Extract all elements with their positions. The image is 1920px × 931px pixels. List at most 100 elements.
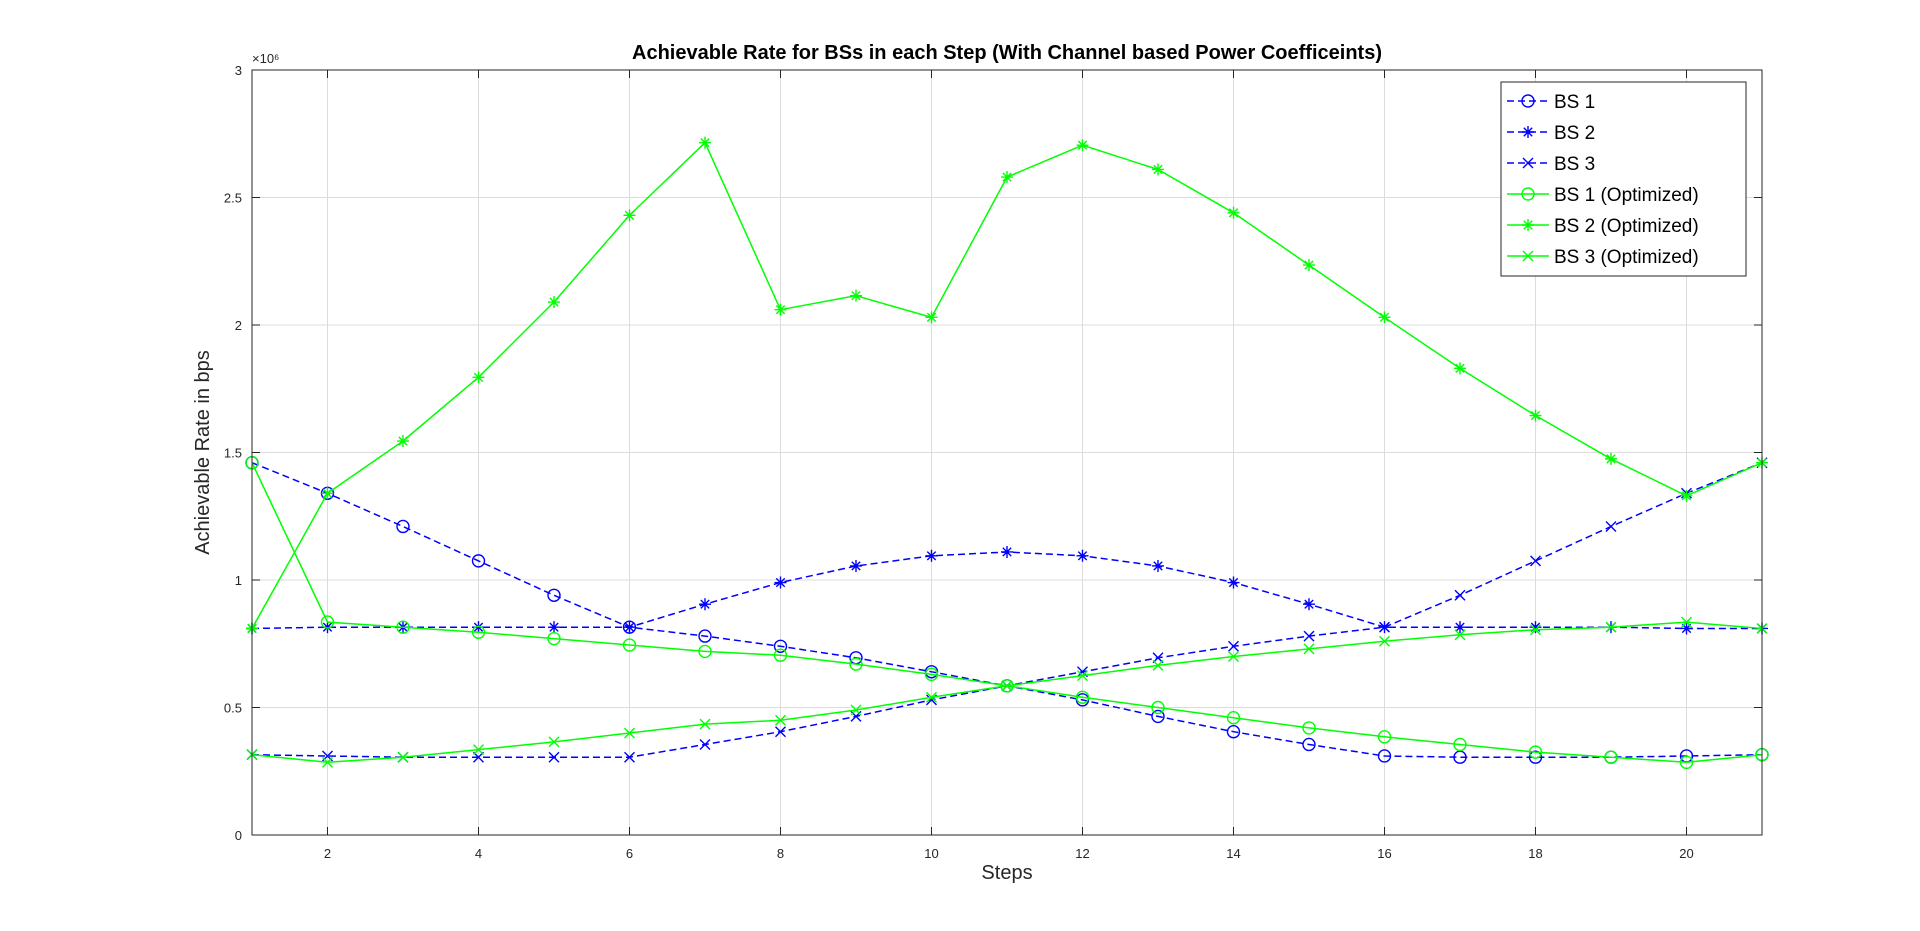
data-point bbox=[1152, 163, 1164, 176]
data-point bbox=[397, 751, 409, 763]
data-point bbox=[773, 639, 788, 653]
x-tick-label: 2 bbox=[324, 846, 331, 861]
legend-box bbox=[1500, 81, 1747, 277]
data-point bbox=[1605, 621, 1617, 633]
data-point bbox=[1680, 489, 1693, 502]
data-point bbox=[1454, 589, 1466, 601]
data-point bbox=[1151, 700, 1165, 715]
data-point bbox=[1302, 721, 1316, 735]
data-point bbox=[548, 296, 560, 309]
y-tick-label: 2.5 bbox=[224, 191, 242, 206]
data-point bbox=[1681, 616, 1692, 628]
data-point bbox=[1227, 576, 1240, 589]
chart-title: Achievable Rate for BSs in each Step (Wi… bbox=[632, 42, 1382, 64]
legend: BS 1 BS 2 BS 3 BS 1 (Optimized) BS 2 (Optimi… bbox=[1500, 81, 1747, 277]
data-point bbox=[849, 657, 863, 671]
data-point bbox=[1226, 725, 1241, 739]
data-point bbox=[1529, 621, 1542, 634]
x-tick-label: 14 bbox=[1226, 846, 1240, 861]
data-point bbox=[1528, 750, 1543, 764]
x-tick-label: 12 bbox=[1075, 846, 1089, 861]
data-point bbox=[1151, 709, 1165, 724]
y-axis-label: Achievable Rate in bps bbox=[192, 350, 214, 555]
x-tick-label: 8 bbox=[777, 846, 784, 861]
data-point bbox=[1377, 749, 1392, 763]
legend-item: BS 2 bbox=[1507, 123, 1595, 144]
data-point bbox=[1303, 598, 1315, 611]
data-point bbox=[320, 615, 335, 629]
data-point bbox=[699, 598, 711, 611]
data-point bbox=[1077, 670, 1088, 682]
data-point bbox=[472, 621, 485, 634]
data-point bbox=[850, 704, 862, 716]
y-axis-exponent: ×10⁶ bbox=[252, 51, 279, 66]
data-point bbox=[1454, 362, 1466, 375]
data-point bbox=[1679, 755, 1694, 770]
data-point bbox=[321, 487, 334, 500]
legend-marker bbox=[1521, 94, 1535, 108]
y-tick-label: 1.5 bbox=[224, 446, 242, 461]
data-point bbox=[471, 554, 486, 568]
data-point bbox=[548, 621, 560, 634]
legend-marker bbox=[1522, 126, 1534, 138]
data-point bbox=[396, 519, 410, 534]
data-point bbox=[925, 549, 938, 562]
data-point bbox=[1303, 259, 1315, 272]
legend-item: BS 1 (Optimized) bbox=[1507, 185, 1699, 206]
x-tick-label: 10 bbox=[924, 846, 938, 861]
legend-marker bbox=[1522, 219, 1534, 231]
data-point bbox=[1303, 643, 1315, 655]
data-point bbox=[624, 727, 635, 739]
y-tick-label: 1 bbox=[235, 573, 242, 588]
axis-ticks: 2 4 6 8 10 12 14 16 18 20 0 0.5 1 1.5 2 2.5 3 bbox=[224, 63, 1762, 861]
legend-item: BS 1 bbox=[1507, 92, 1595, 113]
y-tick-label: 3 bbox=[235, 63, 242, 78]
x-tick-label: 16 bbox=[1377, 846, 1391, 861]
data-point bbox=[926, 691, 937, 703]
data-point bbox=[774, 303, 787, 316]
legend-item: BS 3 (Optimized) bbox=[1507, 247, 1699, 268]
data-point bbox=[1001, 545, 1013, 558]
y-tick-label: 2 bbox=[235, 318, 242, 333]
data-point bbox=[1075, 690, 1090, 704]
data-point bbox=[1680, 622, 1693, 635]
data-point bbox=[1454, 629, 1466, 641]
data-point bbox=[699, 718, 711, 730]
y-tick-label: 0 bbox=[235, 828, 242, 843]
data-point bbox=[1379, 635, 1390, 647]
data-point bbox=[397, 435, 409, 448]
data-point bbox=[472, 371, 485, 384]
data-point bbox=[1377, 730, 1392, 744]
data-point bbox=[1228, 651, 1239, 662]
data-point bbox=[473, 744, 484, 756]
data-point bbox=[850, 559, 862, 572]
data-point bbox=[1076, 139, 1089, 152]
legend-marker bbox=[1522, 250, 1534, 262]
data-point bbox=[1529, 409, 1542, 422]
data-point bbox=[623, 209, 636, 222]
legend-label: BS 2 (Optimized) bbox=[1554, 216, 1699, 237]
data-point bbox=[773, 648, 788, 662]
data-point bbox=[1378, 311, 1391, 324]
data-point bbox=[1454, 621, 1466, 634]
data-point bbox=[1076, 549, 1089, 562]
data-point bbox=[547, 631, 561, 646]
data-point bbox=[1530, 624, 1541, 636]
data-point bbox=[623, 621, 636, 634]
legend-item: BS 3 bbox=[1507, 154, 1595, 175]
data-point bbox=[624, 751, 635, 763]
data-point bbox=[774, 576, 787, 589]
legend-item: BS 2 (Optimized) bbox=[1507, 216, 1699, 237]
data-point bbox=[1001, 171, 1013, 184]
data-point bbox=[548, 751, 560, 763]
data-point bbox=[622, 638, 637, 652]
data-point bbox=[775, 726, 786, 738]
data-point bbox=[1453, 737, 1467, 752]
data-point bbox=[322, 756, 333, 768]
data-point bbox=[1303, 630, 1315, 642]
data-point bbox=[1000, 679, 1014, 693]
legend-label: BS 2 bbox=[1554, 123, 1595, 144]
x-axis-label: Steps bbox=[981, 862, 1032, 884]
data-point bbox=[1001, 680, 1013, 692]
